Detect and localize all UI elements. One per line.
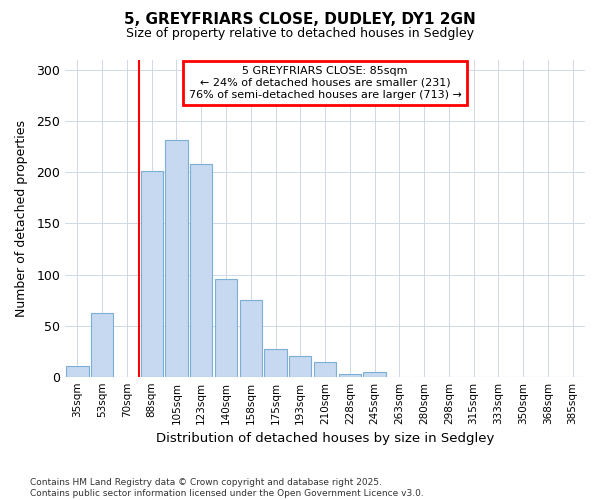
Bar (166, 140, 188, 376)
Bar (140, 172, 163, 376)
Bar (289, 356, 311, 376)
Bar (265, 349, 287, 376)
Bar (364, 372, 386, 376)
Bar (338, 374, 361, 376)
Text: Size of property relative to detached houses in Sedgley: Size of property relative to detached ho… (126, 28, 474, 40)
X-axis label: Distribution of detached houses by size in Sedgley: Distribution of detached houses by size … (156, 432, 494, 445)
Bar (239, 300, 262, 376)
Text: Contains HM Land Registry data © Crown copyright and database right 2025.
Contai: Contains HM Land Registry data © Crown c… (30, 478, 424, 498)
Bar (190, 164, 212, 376)
Y-axis label: Number of detached properties: Number of detached properties (15, 120, 28, 317)
Text: 5, GREYFRIARS CLOSE, DUDLEY, DY1 2GN: 5, GREYFRIARS CLOSE, DUDLEY, DY1 2GN (124, 12, 476, 28)
Bar (91, 314, 113, 376)
Bar (67, 366, 89, 376)
Bar (215, 278, 237, 376)
Text: 5 GREYFRIARS CLOSE: 85sqm
← 24% of detached houses are smaller (231)
76% of semi: 5 GREYFRIARS CLOSE: 85sqm ← 24% of detac… (188, 66, 461, 100)
Bar (314, 362, 336, 376)
